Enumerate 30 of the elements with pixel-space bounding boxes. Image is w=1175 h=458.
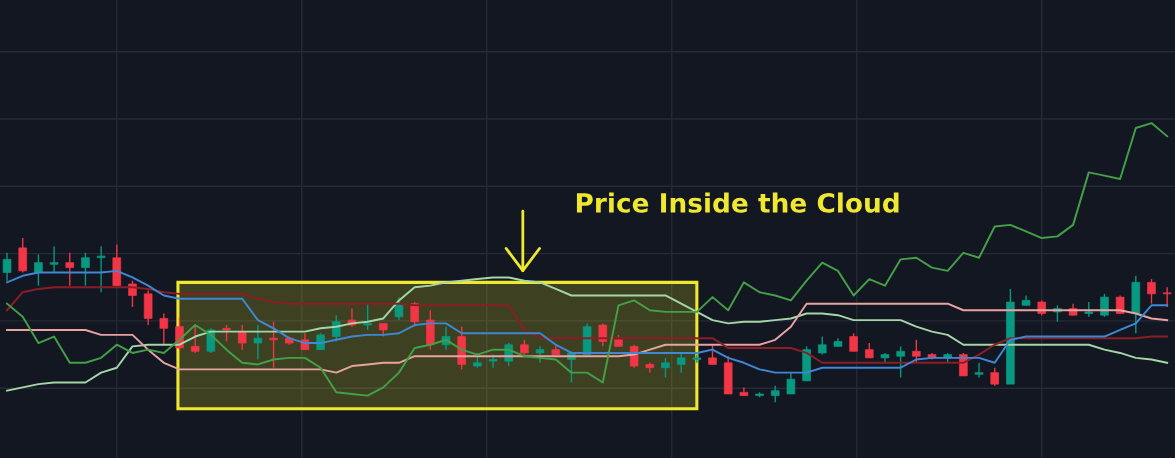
text: Price Inside the Cloud <box>576 192 899 213</box>
candlestick <box>990 367 999 387</box>
candlestick <box>676 352 686 374</box>
candlestick <box>49 245 59 274</box>
candlestick <box>269 321 278 369</box>
candlestick <box>410 301 419 328</box>
candlestick <box>363 302 372 331</box>
candlestick <box>661 357 670 379</box>
candlestick <box>818 335 827 356</box>
candlestick <box>190 324 200 354</box>
candlestick <box>2 252 12 282</box>
candlestick <box>18 237 27 274</box>
candlestick <box>708 344 717 366</box>
candlestick <box>96 245 106 293</box>
candlestick <box>237 324 247 351</box>
candlestick <box>739 386 749 397</box>
candlestick <box>896 345 905 379</box>
candlestick <box>65 252 75 287</box>
candlestick <box>34 253 43 287</box>
candlestick <box>253 324 263 361</box>
candlestick <box>81 252 90 287</box>
candlestick <box>1162 286 1172 308</box>
candlestick <box>974 362 984 379</box>
candlestick <box>394 296 404 321</box>
candlestick <box>159 312 169 346</box>
candlestick <box>786 371 796 395</box>
candlestick <box>849 332 858 352</box>
candlestick <box>1147 278 1156 305</box>
candlestick <box>692 353 702 364</box>
candlestick <box>912 339 921 364</box>
